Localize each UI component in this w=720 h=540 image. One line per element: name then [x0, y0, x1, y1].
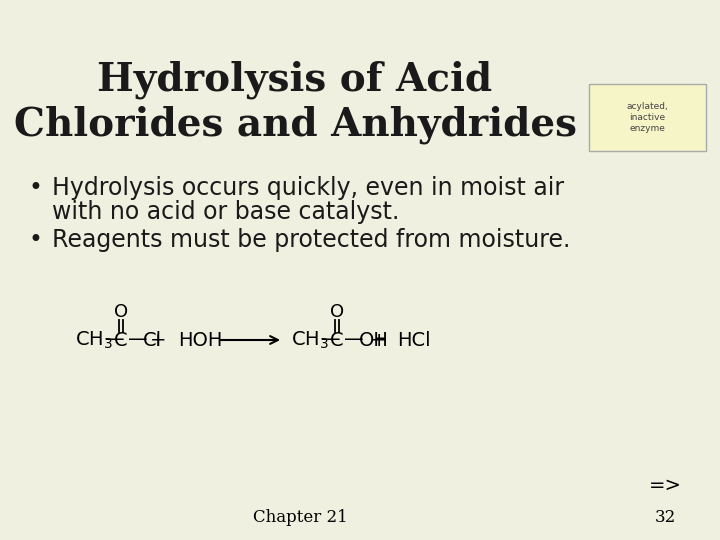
Text: 32: 32	[654, 510, 675, 526]
Text: OH: OH	[359, 330, 389, 349]
Text: HOH: HOH	[178, 330, 222, 349]
Text: HCl: HCl	[397, 330, 431, 349]
FancyBboxPatch shape	[589, 84, 706, 151]
Text: =>: =>	[649, 476, 681, 495]
Text: +: +	[150, 330, 166, 349]
FancyArrowPatch shape	[221, 336, 278, 344]
Text: —: —	[128, 330, 148, 349]
Text: Chapter 21: Chapter 21	[253, 510, 347, 526]
Text: —: —	[344, 330, 364, 349]
Text: CH$_3$: CH$_3$	[75, 329, 113, 350]
Text: Cl: Cl	[143, 330, 162, 349]
Text: O: O	[114, 303, 128, 321]
Text: •: •	[28, 228, 42, 252]
Text: Hydrolysis of Acid: Hydrolysis of Acid	[97, 60, 492, 99]
Text: with no acid or base catalyst.: with no acid or base catalyst.	[52, 200, 400, 224]
Text: acylated,
inactive
enzyme: acylated, inactive enzyme	[626, 102, 668, 133]
Text: +: +	[371, 330, 387, 349]
Text: O: O	[330, 303, 344, 321]
Text: Hydrolysis occurs quickly, even in moist air: Hydrolysis occurs quickly, even in moist…	[52, 176, 564, 200]
Text: C: C	[330, 330, 344, 349]
Text: —: —	[321, 330, 341, 349]
Text: Reagents must be protected from moisture.: Reagents must be protected from moisture…	[52, 228, 570, 252]
Text: Chlorides and Anhydrides: Chlorides and Anhydrides	[14, 106, 577, 144]
Text: —: —	[105, 330, 125, 349]
Text: C: C	[114, 330, 128, 349]
Text: CH$_3$: CH$_3$	[291, 329, 329, 350]
Text: •: •	[28, 176, 42, 200]
